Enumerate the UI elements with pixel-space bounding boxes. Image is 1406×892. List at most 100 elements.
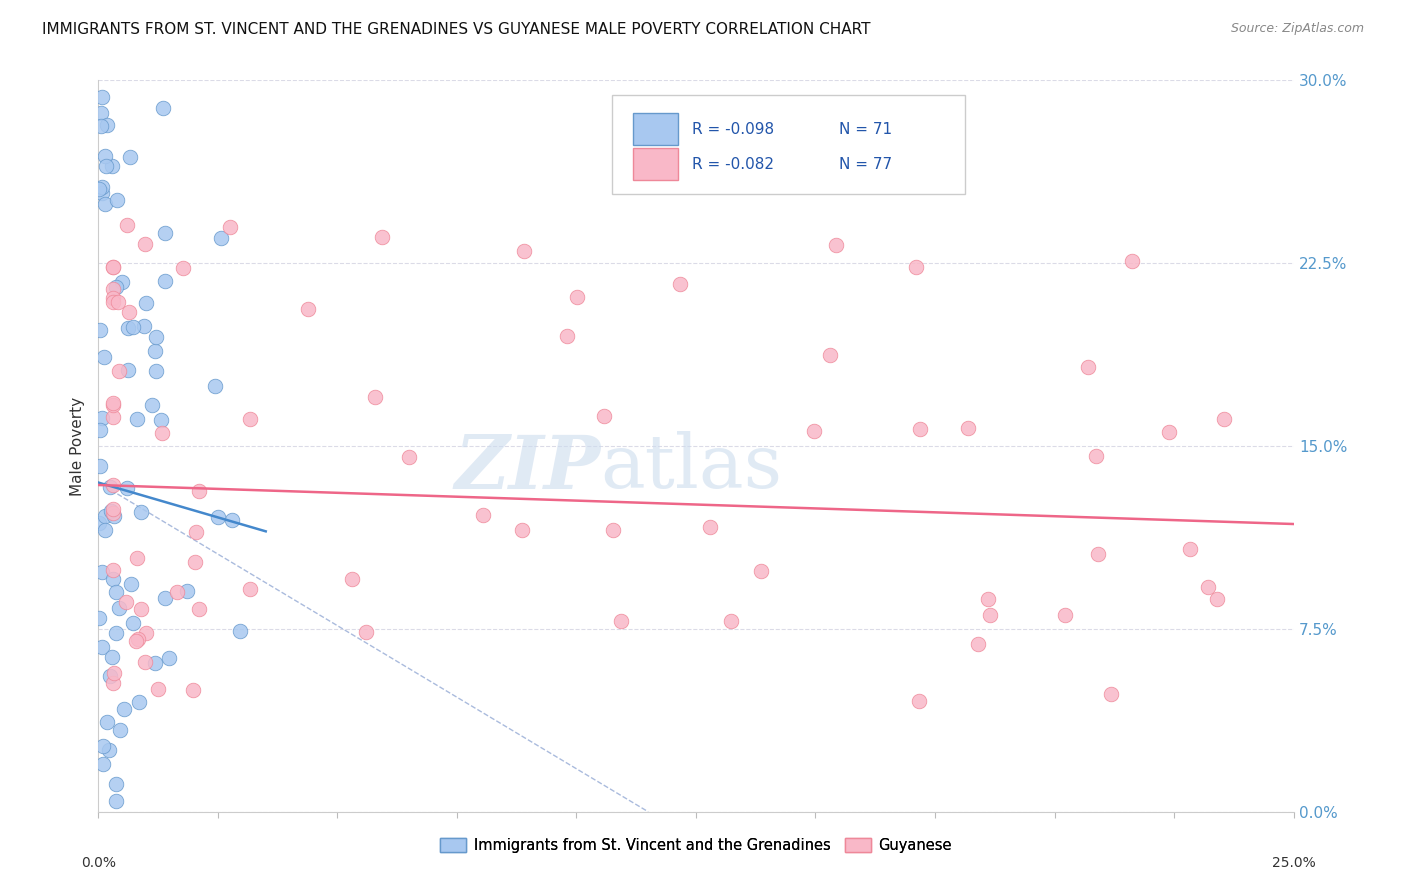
- Point: [669, 277, 692, 291]
- Point: [513, 244, 536, 258]
- Point: [117, 219, 139, 233]
- Point: [209, 231, 232, 245]
- Point: [567, 290, 589, 304]
- Point: [101, 281, 124, 295]
- Point: [98, 668, 121, 682]
- Point: [207, 509, 229, 524]
- Text: R = -0.082: R = -0.082: [692, 157, 775, 172]
- Point: [187, 483, 209, 498]
- Point: [239, 412, 262, 426]
- Point: [91, 90, 114, 104]
- Point: [1180, 541, 1202, 556]
- Point: [101, 295, 124, 310]
- Point: [104, 585, 127, 599]
- Point: [364, 390, 387, 404]
- Point: [1197, 580, 1219, 594]
- Text: ZIP: ZIP: [454, 432, 600, 504]
- Point: [181, 683, 204, 698]
- Point: [146, 681, 169, 696]
- Point: [89, 181, 111, 195]
- Point: [94, 159, 117, 173]
- Point: [101, 409, 124, 424]
- Point: [153, 591, 176, 605]
- Point: [115, 481, 138, 495]
- Point: [125, 412, 148, 426]
- Point: [720, 614, 742, 628]
- Point: [155, 274, 177, 288]
- Text: IMMIGRANTS FROM ST. VINCENT AND THE GRENADINES VS GUYANESE MALE POVERTY CORRELAT: IMMIGRANTS FROM ST. VINCENT AND THE GREN…: [42, 22, 870, 37]
- Point: [1121, 254, 1143, 268]
- Point: [103, 665, 125, 680]
- Point: [221, 513, 243, 527]
- FancyBboxPatch shape: [613, 95, 965, 194]
- Point: [371, 230, 394, 244]
- Text: atlas: atlas: [600, 432, 783, 505]
- Point: [118, 151, 141, 165]
- Point: [188, 602, 211, 616]
- Point: [110, 723, 132, 738]
- Point: [150, 413, 173, 427]
- Point: [977, 592, 1000, 607]
- Point: [135, 295, 157, 310]
- Point: [91, 410, 114, 425]
- Point: [105, 193, 128, 207]
- Point: [555, 329, 578, 343]
- Point: [967, 637, 990, 651]
- Point: [1084, 450, 1107, 464]
- Legend: Immigrants from St. Vincent and the Grenadines, Guyanese: Immigrants from St. Vincent and the Gren…: [434, 832, 957, 859]
- Point: [471, 508, 494, 523]
- FancyBboxPatch shape: [633, 113, 678, 145]
- Point: [143, 344, 166, 359]
- Point: [134, 656, 156, 670]
- Point: [135, 626, 157, 640]
- Point: [122, 320, 145, 334]
- Point: [127, 632, 149, 647]
- Point: [101, 260, 124, 274]
- Y-axis label: Male Poverty: Male Poverty: [70, 396, 86, 496]
- Text: Source: ZipAtlas.com: Source: ZipAtlas.com: [1230, 22, 1364, 36]
- Point: [89, 610, 111, 624]
- Point: [101, 260, 124, 274]
- Point: [184, 525, 207, 540]
- Point: [803, 425, 825, 439]
- Text: N = 71: N = 71: [839, 122, 893, 136]
- Point: [166, 585, 188, 599]
- Point: [356, 624, 378, 639]
- Point: [152, 426, 174, 441]
- Point: [825, 238, 848, 252]
- Point: [101, 573, 124, 587]
- Point: [121, 616, 143, 631]
- Point: [141, 398, 163, 412]
- FancyBboxPatch shape: [633, 148, 678, 180]
- Text: 0.0%: 0.0%: [82, 855, 115, 870]
- Point: [1099, 687, 1122, 701]
- Point: [90, 105, 112, 120]
- Point: [1087, 547, 1109, 561]
- Point: [229, 624, 252, 639]
- Point: [90, 565, 112, 579]
- Point: [101, 501, 124, 516]
- Point: [101, 563, 124, 577]
- Point: [908, 694, 931, 708]
- Point: [512, 523, 534, 537]
- Point: [239, 582, 262, 597]
- Text: 25.0%: 25.0%: [1271, 855, 1316, 870]
- Point: [134, 237, 156, 252]
- Point: [90, 186, 112, 200]
- Point: [749, 564, 772, 578]
- Point: [101, 291, 124, 305]
- Point: [340, 572, 363, 586]
- Point: [157, 650, 180, 665]
- Point: [176, 584, 198, 599]
- Point: [96, 715, 118, 730]
- Point: [91, 640, 114, 654]
- Point: [297, 302, 319, 317]
- Point: [114, 595, 136, 609]
- Point: [908, 422, 931, 436]
- Point: [101, 650, 124, 665]
- Point: [145, 364, 167, 378]
- Point: [125, 551, 148, 566]
- Point: [145, 330, 167, 344]
- Point: [120, 576, 142, 591]
- Point: [904, 260, 927, 274]
